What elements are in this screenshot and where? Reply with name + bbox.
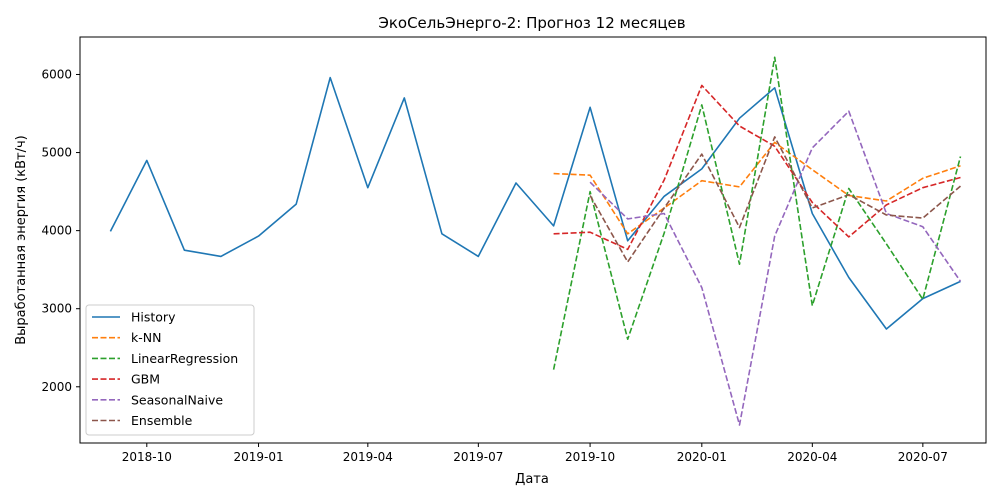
plot-frame [79,36,987,444]
series-line-linearregression [552,56,962,370]
x-tick-label: 2019-07 [453,450,503,464]
chart-title: ЭкоСельЭнерго-2: Прогноз 12 месяцев [378,14,685,32]
series-line-ensemble [589,136,962,263]
y-tick-label: 5000 [41,146,72,160]
legend: History k-NN LinearRegression GBM SeasonalNa… [85,304,255,436]
y-tick-label: 3000 [41,302,72,316]
legend-label: LinearRegression [131,351,238,366]
x-tick-label: 2020-01 [677,450,727,464]
legend-label: History [131,310,176,325]
series-layer [109,56,962,426]
x-axis-label: Дата [515,472,549,487]
legend-label: GBM [131,372,160,387]
y-tick-label: 6000 [41,67,72,81]
y-axis-label: Выработанная энергия (кВт/ч) [14,135,29,345]
legend-box [85,304,255,436]
x-tick-label: 2020-04 [787,450,837,464]
legend-label: SeasonalNaive [131,392,223,407]
x-tick-label: 2018-10 [122,450,172,464]
x-tick-label: 2020-07 [898,450,948,464]
series-line-gbm [553,84,961,251]
series-line-seasonalnaive [589,110,962,426]
y-tick-label: 4000 [41,224,72,238]
x-tick-label: 2019-04 [343,450,393,464]
x-axis: 2018-10 2019-01 2019-04 2019-07 2019-10 2020-… [122,443,948,464]
y-tick-label: 2000 [41,380,72,394]
series-line-history [109,76,961,330]
legend-label: Ensemble [131,413,193,428]
x-tick-label: 2019-10 [565,450,615,464]
y-axis: 2000 3000 4000 5000 6000 [41,67,80,394]
x-tick-label: 2019-01 [233,450,283,464]
legend-label: k-NN [131,330,161,345]
